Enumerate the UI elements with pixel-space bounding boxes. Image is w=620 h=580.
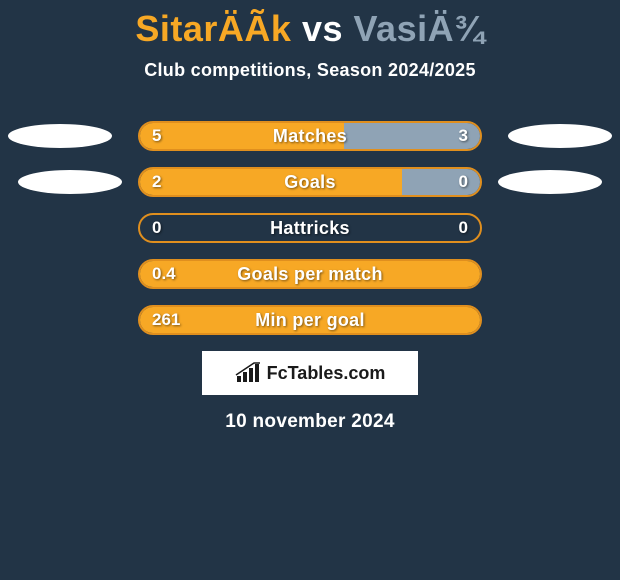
stat-bar: 5Matches3	[138, 121, 482, 151]
stat-row: 0Hattricks0	[0, 213, 620, 243]
stat-value-right: 3	[459, 123, 468, 149]
player2-avatar	[498, 170, 602, 194]
player1-name: SitarÄÃ­k	[135, 8, 291, 49]
stat-row: 0.4Goals per match	[0, 259, 620, 289]
stat-bar: 261Min per goal	[138, 305, 482, 335]
comparison-title: SitarÄÃ­k vs VasiÄ¾	[0, 0, 620, 50]
stats-container: 5Matches32Goals00Hattricks00.4Goals per …	[0, 121, 620, 335]
subtitle: Club competitions, Season 2024/2025	[0, 60, 620, 81]
logo-box: FcTables.com	[202, 351, 418, 395]
logo: FcTables.com	[235, 362, 386, 384]
vs-text: vs	[302, 8, 343, 49]
stat-bar: 2Goals0	[138, 167, 482, 197]
date: 10 november 2024	[0, 411, 620, 433]
player1-avatar	[8, 124, 112, 148]
stat-row: 2Goals0	[0, 167, 620, 197]
stat-row: 5Matches3	[0, 121, 620, 151]
stat-label: Goals	[140, 169, 480, 195]
player2-avatar	[508, 124, 612, 148]
chart-icon	[235, 362, 263, 384]
stat-value-right: 0	[459, 215, 468, 241]
logo-text: FcTables.com	[267, 363, 386, 384]
stat-bar: 0.4Goals per match	[138, 259, 482, 289]
stat-row: 261Min per goal	[0, 305, 620, 335]
stat-label: Min per goal	[140, 307, 480, 333]
player1-avatar	[18, 170, 122, 194]
stat-label: Matches	[140, 123, 480, 149]
stat-value-right: 0	[459, 169, 468, 195]
stat-bar: 0Hattricks0	[138, 213, 482, 243]
stat-label: Hattricks	[140, 215, 480, 241]
stat-label: Goals per match	[140, 261, 480, 287]
player2-name: VasiÄ¾	[354, 8, 485, 49]
